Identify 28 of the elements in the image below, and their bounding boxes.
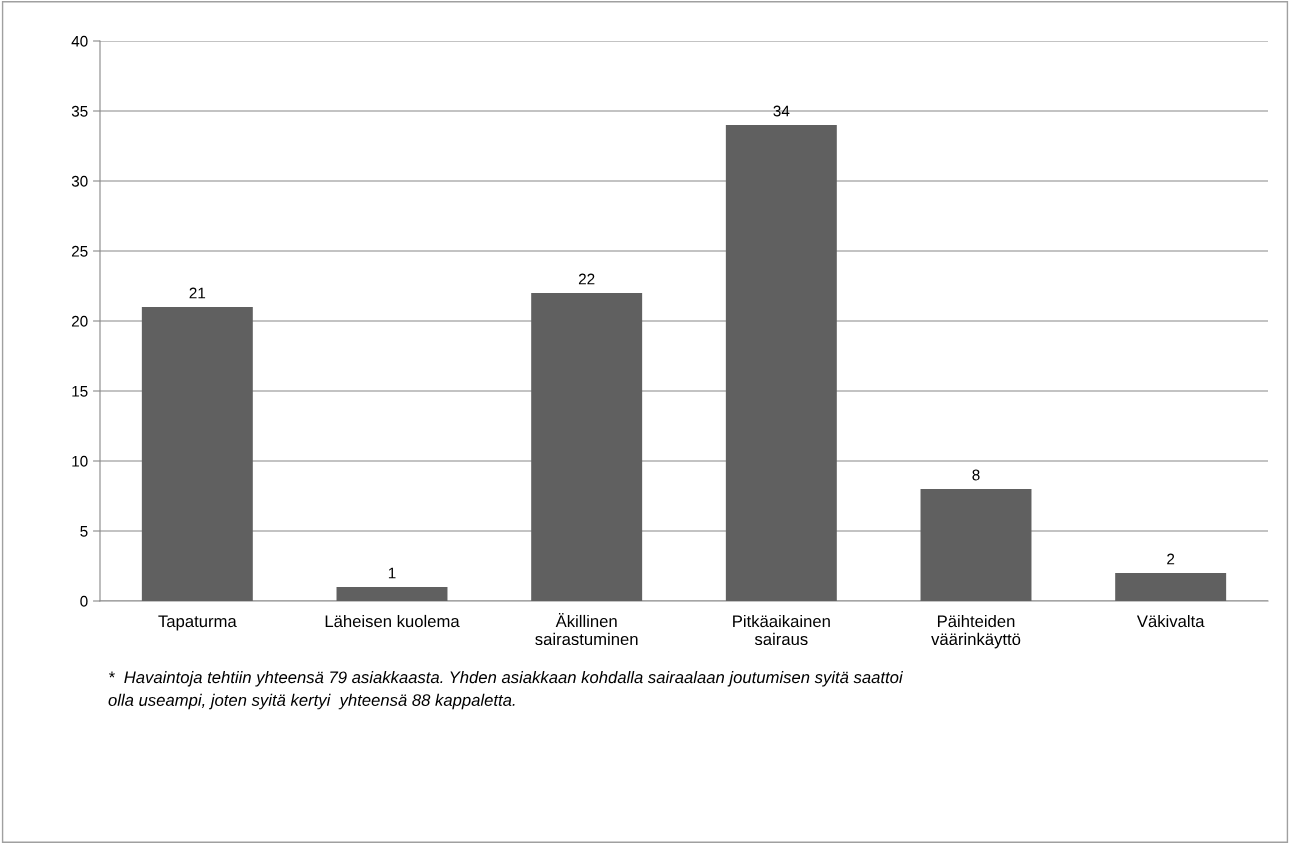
x-tick-label: Tapaturma	[158, 615, 237, 631]
data-label: 34	[773, 105, 790, 117]
data-label: 1	[388, 567, 396, 579]
x-tick-label: Väkivalta	[1136, 614, 1205, 628]
y-tick-label: 20	[71, 315, 88, 327]
bar	[141, 307, 253, 601]
y-tick-label: 15	[72, 386, 88, 397]
y-tick-label: 40	[71, 35, 88, 47]
y-tick-label: 35	[71, 105, 88, 117]
x-tick-label: Läheisen kuolema	[325, 614, 460, 628]
bar	[920, 489, 1032, 601]
x-tick-label: Äkillinen sairastuminen	[535, 613, 638, 646]
data-label: 8	[972, 469, 980, 481]
data-label: 2	[1167, 553, 1175, 565]
y-tick-label: 25	[71, 245, 88, 257]
y-tick-label: 10	[72, 455, 88, 467]
y-tick-label: 30	[71, 175, 88, 187]
bar	[336, 587, 448, 601]
x-tick-label: Päihteiden väärinkäyttö	[931, 614, 1021, 649]
bar	[725, 125, 837, 601]
y-tick-label: 0	[80, 595, 88, 607]
x-tick-label: Pitkäaikainen sairaus	[733, 614, 830, 646]
y-tick-label: 5	[80, 526, 88, 537]
data-label: 22	[578, 273, 595, 285]
bar	[531, 293, 643, 601]
bar	[1115, 573, 1227, 601]
text: * Havaintoja tehtiin yhteensä 79 asiakkaasta. Yhden asiakkaan kohdalla sairaalaan joutumisen syitä saattoi olla useampi, joten syitä kertyi yhteensä 88 kappaletta.	[108, 670, 904, 710]
data-label: 21	[189, 287, 206, 299]
